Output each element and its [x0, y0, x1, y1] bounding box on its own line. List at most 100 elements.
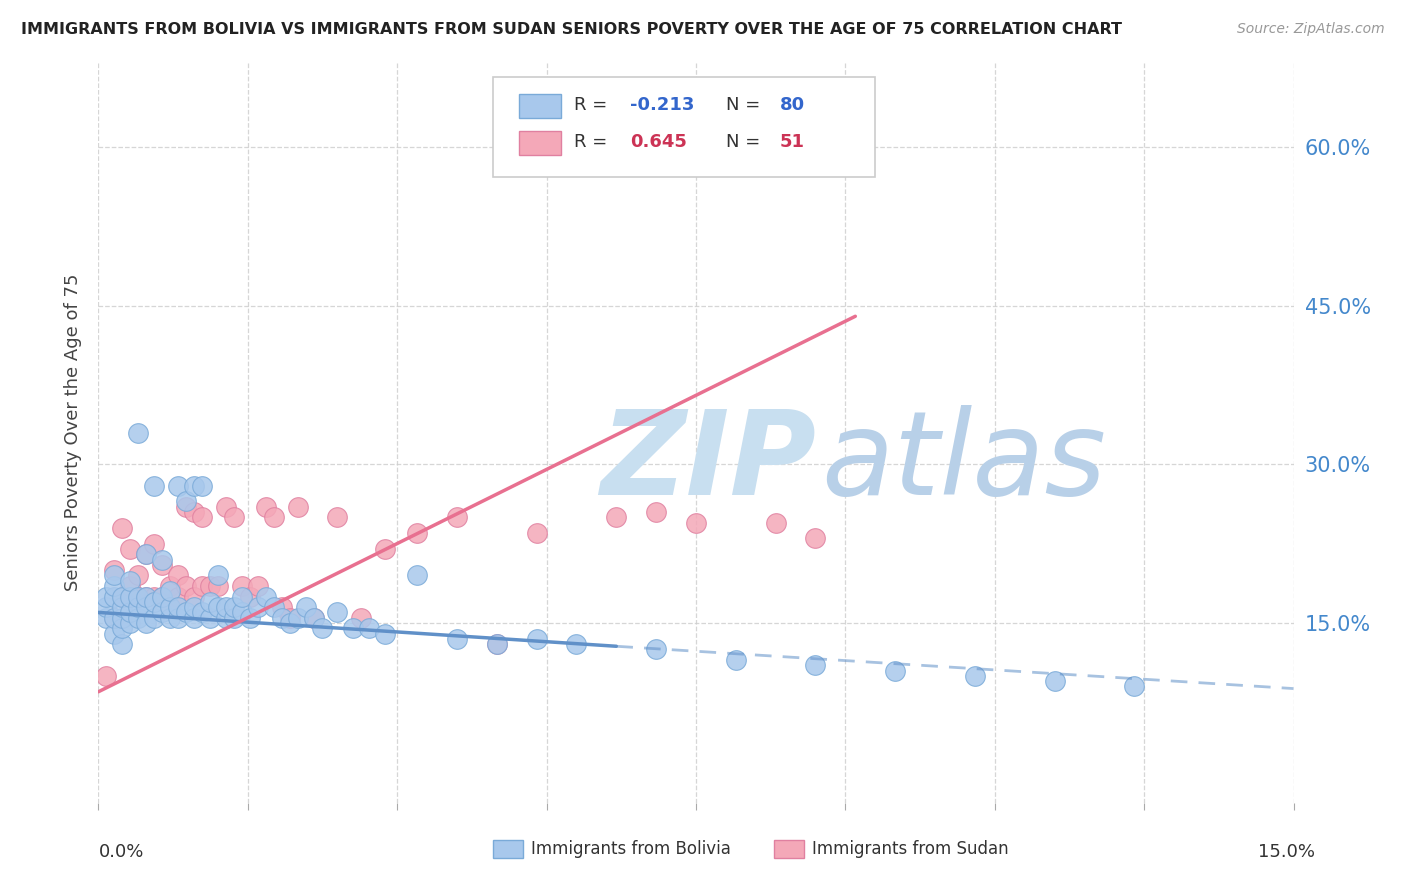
- Point: [1043, 674, 1066, 689]
- Point: [150, 558, 173, 572]
- Point: [111, 637, 134, 651]
- Point: [120, 541, 142, 556]
- Point: [645, 642, 668, 657]
- Point: [311, 621, 333, 635]
- Point: [127, 611, 149, 625]
- Text: Immigrants from Bolivia: Immigrants from Bolivia: [531, 840, 731, 858]
- Point: [120, 579, 142, 593]
- Point: [183, 590, 205, 604]
- Text: N =: N =: [725, 134, 761, 152]
- Point: [222, 510, 245, 524]
- Point: [326, 606, 349, 620]
- Point: [844, 145, 866, 160]
- Point: [135, 615, 157, 630]
- Bar: [519, 95, 561, 118]
- Point: [215, 500, 238, 514]
- Point: [159, 600, 181, 615]
- Point: [174, 494, 197, 508]
- Point: [191, 606, 214, 620]
- Text: 80: 80: [780, 96, 804, 114]
- Point: [167, 478, 190, 492]
- Text: ZIP: ZIP: [600, 405, 817, 520]
- Point: [143, 590, 166, 604]
- Point: [406, 568, 429, 582]
- Point: [231, 590, 253, 604]
- Point: [263, 510, 285, 524]
- Y-axis label: Seniors Poverty Over the Age of 75: Seniors Poverty Over the Age of 75: [65, 274, 83, 591]
- Point: [231, 579, 253, 593]
- Point: [111, 590, 134, 604]
- Point: [884, 664, 907, 678]
- Point: [645, 505, 668, 519]
- Point: [150, 606, 173, 620]
- Point: [159, 579, 181, 593]
- Point: [183, 505, 205, 519]
- Point: [111, 521, 134, 535]
- Point: [96, 611, 118, 625]
- Point: [167, 590, 190, 604]
- Point: [246, 600, 269, 615]
- Point: [222, 611, 245, 625]
- Point: [127, 568, 149, 582]
- Point: [120, 606, 142, 620]
- Point: [605, 510, 627, 524]
- Text: 51: 51: [780, 134, 804, 152]
- Point: [198, 611, 221, 625]
- Point: [159, 611, 181, 625]
- Point: [246, 579, 269, 593]
- Point: [207, 600, 229, 615]
- Text: R =: R =: [574, 96, 613, 114]
- Point: [167, 611, 190, 625]
- Point: [103, 563, 125, 577]
- Bar: [773, 840, 804, 858]
- Point: [167, 568, 190, 582]
- Point: [254, 500, 277, 514]
- Point: [374, 626, 396, 640]
- Point: [159, 584, 181, 599]
- Point: [270, 611, 292, 625]
- Point: [685, 516, 707, 530]
- Point: [526, 632, 548, 646]
- Point: [96, 590, 118, 604]
- Point: [111, 621, 134, 635]
- Point: [359, 621, 381, 635]
- Point: [174, 500, 197, 514]
- Point: [96, 669, 118, 683]
- Point: [198, 595, 221, 609]
- Point: [127, 600, 149, 615]
- Point: [263, 600, 285, 615]
- Point: [374, 541, 396, 556]
- Point: [485, 637, 508, 651]
- Point: [724, 653, 747, 667]
- Point: [167, 600, 190, 615]
- Point: [406, 526, 429, 541]
- Text: 0.645: 0.645: [630, 134, 688, 152]
- Point: [174, 606, 197, 620]
- Text: -0.213: -0.213: [630, 96, 695, 114]
- Point: [127, 590, 149, 604]
- Text: IMMIGRANTS FROM BOLIVIA VS IMMIGRANTS FROM SUDAN SENIORS POVERTY OVER THE AGE OF: IMMIGRANTS FROM BOLIVIA VS IMMIGRANTS FR…: [21, 22, 1122, 37]
- Point: [198, 579, 221, 593]
- FancyBboxPatch shape: [494, 78, 876, 178]
- Point: [207, 579, 229, 593]
- Point: [150, 590, 173, 604]
- Point: [120, 574, 142, 588]
- Point: [96, 600, 118, 615]
- Point: [143, 478, 166, 492]
- Point: [127, 425, 149, 440]
- Text: 15.0%: 15.0%: [1257, 843, 1315, 861]
- Point: [294, 600, 316, 615]
- Text: atlas: atlas: [821, 405, 1107, 519]
- Point: [215, 600, 238, 615]
- Point: [526, 526, 548, 541]
- Point: [159, 600, 181, 615]
- Point: [103, 590, 125, 604]
- Point: [135, 547, 157, 561]
- Point: [804, 532, 827, 546]
- Text: 0.0%: 0.0%: [98, 843, 143, 861]
- Point: [287, 611, 309, 625]
- Point: [231, 606, 253, 620]
- Point: [120, 590, 142, 604]
- Point: [446, 510, 468, 524]
- Point: [174, 579, 197, 593]
